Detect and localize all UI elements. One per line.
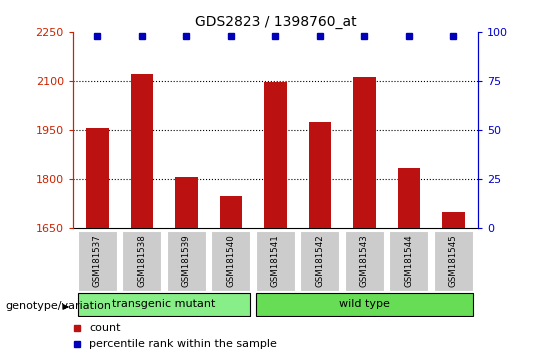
- Text: wild type: wild type: [339, 299, 390, 309]
- Text: transgenic mutant: transgenic mutant: [112, 299, 216, 309]
- Text: GSM181542: GSM181542: [315, 235, 325, 287]
- Bar: [220, 196, 242, 228]
- Bar: [176, 177, 198, 228]
- Bar: [256, 293, 473, 316]
- Bar: [389, 232, 429, 291]
- Text: GSM181545: GSM181545: [449, 235, 458, 287]
- Bar: [353, 77, 375, 228]
- Bar: [434, 232, 473, 291]
- Text: GSM181537: GSM181537: [93, 235, 102, 287]
- Bar: [86, 129, 109, 228]
- Text: GSM181541: GSM181541: [271, 235, 280, 287]
- Text: GSM181544: GSM181544: [404, 235, 414, 287]
- Bar: [345, 232, 384, 291]
- Title: GDS2823 / 1398760_at: GDS2823 / 1398760_at: [194, 16, 356, 29]
- Bar: [122, 232, 161, 291]
- Bar: [78, 293, 251, 316]
- Bar: [442, 212, 464, 228]
- Text: GSM181539: GSM181539: [182, 235, 191, 287]
- Text: count: count: [89, 323, 120, 333]
- Bar: [309, 122, 331, 228]
- Text: genotype/variation: genotype/variation: [5, 301, 111, 310]
- Bar: [78, 232, 117, 291]
- Bar: [256, 232, 295, 291]
- Bar: [264, 82, 287, 228]
- Text: GSM181540: GSM181540: [226, 235, 235, 287]
- Bar: [398, 168, 420, 228]
- Text: percentile rank within the sample: percentile rank within the sample: [89, 339, 277, 349]
- Bar: [300, 232, 340, 291]
- Bar: [211, 232, 251, 291]
- Bar: [167, 232, 206, 291]
- Text: GSM181543: GSM181543: [360, 235, 369, 287]
- Bar: [131, 74, 153, 228]
- Text: GSM181538: GSM181538: [137, 235, 146, 287]
